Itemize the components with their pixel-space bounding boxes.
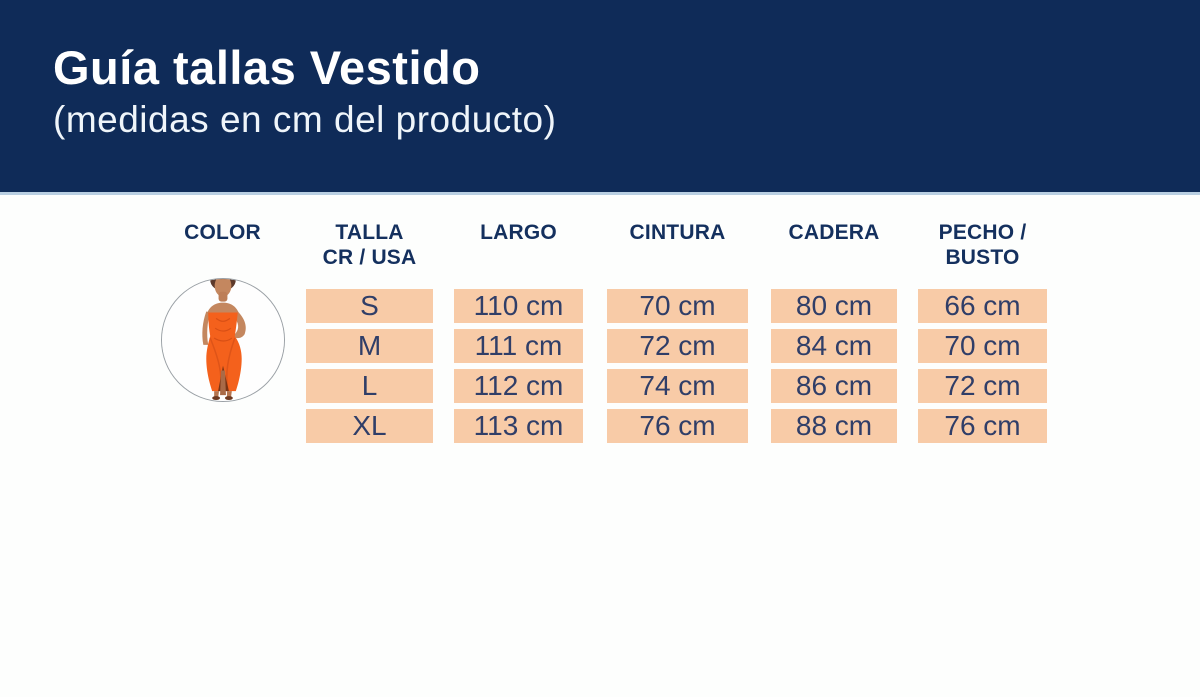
cell-pecho-3: 76 cm: [918, 409, 1047, 443]
column-header-cadera-label: CADERA: [788, 221, 880, 244]
cell-largo-1: 111 cm: [454, 329, 583, 363]
page-title: Guía tallas Vestido: [53, 41, 481, 94]
orange-dress-icon: [162, 279, 284, 401]
product-color-photo: [161, 278, 285, 402]
cell-cadera-1: 84 cm: [771, 329, 897, 363]
cell-talla-0: S: [306, 289, 433, 323]
cell-talla-2: L: [306, 369, 433, 403]
column-cells-largo: 110 cm 111 cm 112 cm 113 cm: [454, 289, 583, 443]
cell-largo-2: 112 cm: [454, 369, 583, 403]
column-header-talla-sublabel: CR / USA: [322, 246, 417, 269]
cell-cintura-0: 70 cm: [607, 289, 748, 323]
column-header-talla: TALLA CR / USA: [306, 220, 433, 270]
column-header-largo-label: LARGO: [480, 221, 557, 244]
cell-cadera-3: 88 cm: [771, 409, 897, 443]
cell-largo-3: 113 cm: [454, 409, 583, 443]
cell-largo-0: 110 cm: [454, 289, 583, 323]
header-divider: [0, 192, 1200, 195]
cell-pecho-2: 72 cm: [918, 369, 1047, 403]
column-header-cintura: CINTURA: [607, 220, 748, 245]
header-band: Guía tallas Vestido (medidas en cm del p…: [0, 0, 1200, 192]
cell-cadera-2: 86 cm: [771, 369, 897, 403]
column-cells-cadera: 80 cm 84 cm 86 cm 88 cm: [771, 289, 897, 443]
column-header-pecho-sublabel: BUSTO: [945, 246, 1020, 269]
column-header-color: COLOR: [160, 220, 285, 245]
cell-cintura-2: 74 cm: [607, 369, 748, 403]
column-cells-talla: S M L XL: [306, 289, 433, 443]
column-header-cadera: CADERA: [771, 220, 897, 245]
cell-talla-3: XL: [306, 409, 433, 443]
column-cells-pecho: 66 cm 70 cm 72 cm 76 cm: [918, 289, 1047, 443]
column-header-largo: LARGO: [454, 220, 583, 245]
cell-pecho-1: 70 cm: [918, 329, 1047, 363]
column-header-talla-label: TALLA: [335, 221, 404, 244]
cell-cadera-0: 80 cm: [771, 289, 897, 323]
cell-talla-1: M: [306, 329, 433, 363]
column-header-color-label: COLOR: [184, 221, 261, 244]
cell-pecho-0: 66 cm: [918, 289, 1047, 323]
column-header-cintura-label: CINTURA: [629, 221, 726, 244]
cell-cintura-1: 72 cm: [607, 329, 748, 363]
column-header-pecho-label: PECHO /: [938, 221, 1027, 244]
column-cells-cintura: 70 cm 72 cm 74 cm 76 cm: [607, 289, 748, 443]
page-subtitle: (medidas en cm del producto): [53, 99, 557, 140]
column-header-pecho-busto: PECHO / BUSTO: [918, 220, 1047, 270]
cell-cintura-3: 76 cm: [607, 409, 748, 443]
